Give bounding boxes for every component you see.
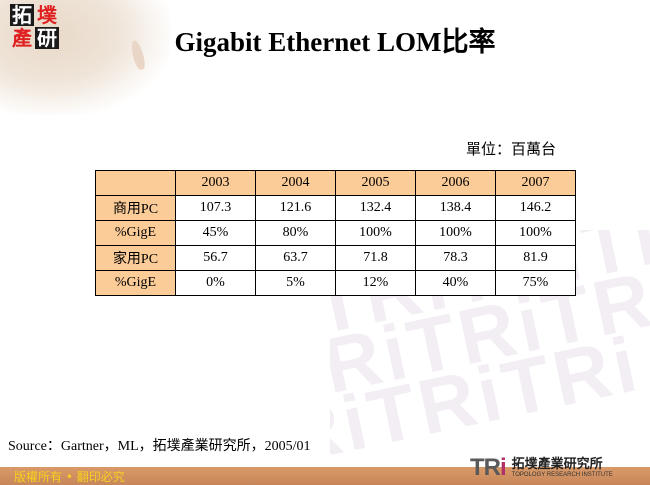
brand-name-english: TOPOLOGY RESEARCH INSTITUTE	[511, 471, 613, 478]
footer-bar	[0, 467, 650, 485]
table-row: 商用PC 107.3 121.6 132.4 138.4 146.2	[95, 195, 576, 221]
row-label: %GigE	[95, 220, 176, 246]
table-cell: 121.6	[255, 195, 336, 221]
column-header: 2006	[415, 170, 496, 196]
tri-logo-text: 拓墣產業研究所 TOPOLOGY RESEARCH INSTITUTE	[512, 458, 613, 479]
source-citation: Source：Gartner，ML，拓墣產業研究所，2005/01	[8, 439, 311, 454]
table-cell: 71.8	[335, 245, 416, 271]
table-cell: 138.4	[415, 195, 496, 221]
column-header: 2005	[335, 170, 416, 196]
copyright-notice: 版權所有 • 翻印必究	[14, 470, 125, 484]
table-cell: 45%	[175, 220, 256, 246]
table-cell: 107.3	[175, 195, 256, 221]
table-cell: 100%	[495, 220, 576, 246]
row-label: 商用PC	[95, 195, 176, 221]
tri-mark-suffix: i	[500, 454, 507, 481]
table-cell: 56.7	[175, 245, 256, 271]
table-cell: 5%	[255, 270, 336, 296]
logo-char: 墣	[37, 3, 57, 27]
table-cell: 100%	[415, 220, 496, 246]
tri-brand-logo: TRi 拓墣產業研究所 TOPOLOGY RESEARCH INSTITUTE	[470, 454, 613, 482]
tri-logo-mark: TRi	[470, 454, 507, 482]
table-cell: 78.3	[415, 245, 496, 271]
table-corner-cell	[95, 170, 176, 196]
table-cell: 75%	[495, 270, 576, 296]
table-cell: 40%	[415, 270, 496, 296]
logo-char: 拓	[10, 3, 34, 27]
column-header: 2003	[175, 170, 256, 196]
column-header: 2007	[495, 170, 576, 196]
table-cell: 132.4	[335, 195, 416, 221]
table-row: %GigE 45% 80% 100% 100% 100%	[95, 220, 576, 246]
logo-char: 產	[12, 26, 32, 50]
table-cell: 63.7	[255, 245, 336, 271]
tri-mark-prefix: TR	[470, 454, 501, 481]
slide-title: Gigabit Ethernet LOM比率	[174, 27, 496, 57]
table-cell: 100%	[335, 220, 416, 246]
unit-label: 單位：百萬台	[466, 140, 557, 158]
table-cell: 12%	[335, 270, 416, 296]
table-cell: 146.2	[495, 195, 576, 221]
table-cell: 80%	[255, 220, 336, 246]
table-row: 家用PC 56.7 63.7 71.8 78.3 81.9	[95, 245, 576, 271]
column-header: 2004	[255, 170, 336, 196]
lom-ratio-table: 2003 2004 2005 2006 2007 商用PC 107.3 121.…	[95, 170, 576, 296]
row-label: %GigE	[95, 270, 176, 296]
company-logo: 拓 墣 產 研	[10, 4, 60, 50]
row-label: 家用PC	[95, 245, 176, 271]
logo-char: 研	[35, 26, 59, 50]
table-header-row: 2003 2004 2005 2006 2007	[95, 170, 576, 196]
table-cell: 0%	[175, 270, 256, 296]
table-cell: 81.9	[495, 245, 576, 271]
table-row: %GigE 0% 5% 12% 40% 75%	[95, 270, 576, 296]
brand-name-chinese: 拓墣產業研究所	[511, 456, 603, 472]
